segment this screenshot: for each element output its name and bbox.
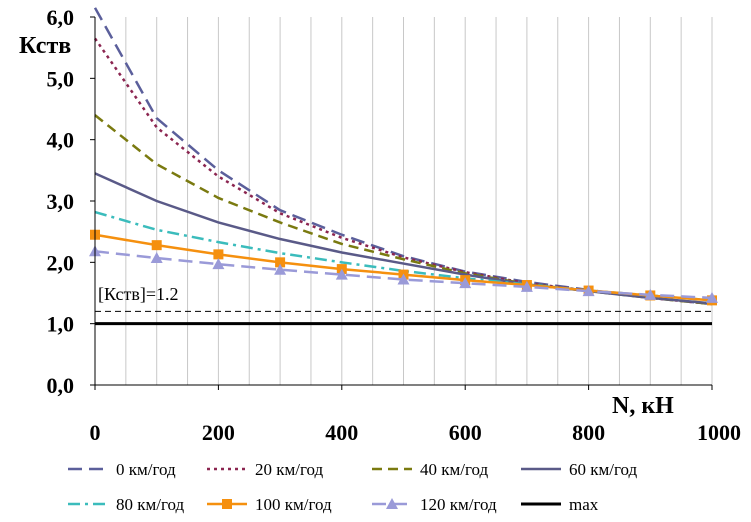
x-tick-label: 200 [202, 420, 235, 445]
grid [94, 17, 713, 385]
x-tick-label: 1000 [697, 420, 741, 445]
legend-marker [386, 498, 398, 509]
series-120-marker [644, 288, 657, 300]
series-120-group [89, 245, 718, 303]
x-axis-title: N, кН [612, 393, 674, 419]
axes: 0,0 1,0 2,0 3,0 4,0 5,0 6,0 0 200 400 600 800 1000 [47, 5, 742, 445]
y-tick-label: 0,0 [47, 373, 75, 398]
series-120-marker [274, 263, 287, 275]
legend-label: 120 км/год [420, 495, 497, 514]
y-tick-label: 6,0 [47, 5, 75, 30]
y-tick-label: 2,0 [47, 250, 75, 275]
series-100-marker [275, 257, 286, 268]
x-tick-label: 0 [90, 420, 101, 445]
series-120-marker [335, 268, 348, 280]
legend-marker [222, 499, 232, 509]
legend-label: 0 км/год [116, 460, 176, 479]
y-tick-label: 1,0 [47, 312, 75, 337]
y-tick-label: 4,0 [47, 128, 75, 153]
legend-label: max [569, 495, 599, 514]
series-120-line [94, 250, 713, 300]
series-group [89, 7, 718, 326]
series-120-marker [212, 258, 225, 270]
legend-label: 40 км/год [420, 460, 489, 479]
series-120-marker [520, 280, 533, 292]
legend-label: 20 км/год [255, 460, 324, 479]
legend-label: 60 км/год [569, 460, 638, 479]
legend-label: 80 км/год [116, 495, 185, 514]
series-120-marker [706, 291, 718, 303]
series-120-marker [582, 285, 595, 297]
legend: 0 км/год 20 км/год 40 км/год 60 км/год 80 км… [68, 460, 638, 514]
y-tick-label: 3,0 [47, 189, 75, 214]
reference-label: [Кств]=1.2 [98, 284, 179, 304]
y-axis-title: Кств [19, 33, 71, 59]
x-tick-label: 400 [325, 420, 358, 445]
series-100-marker [151, 240, 162, 251]
series-80-line [94, 210, 713, 302]
series-120-marker [459, 277, 472, 289]
y-tick-label: 5,0 [47, 66, 75, 91]
legend-label: 100 км/год [255, 495, 332, 514]
series-120-marker [150, 252, 163, 264]
x-tick-label: 600 [449, 420, 482, 445]
series-100-marker [213, 249, 224, 260]
series-120-marker [397, 273, 410, 285]
series-80-group [94, 210, 713, 302]
x-tick-label: 800 [572, 420, 605, 445]
